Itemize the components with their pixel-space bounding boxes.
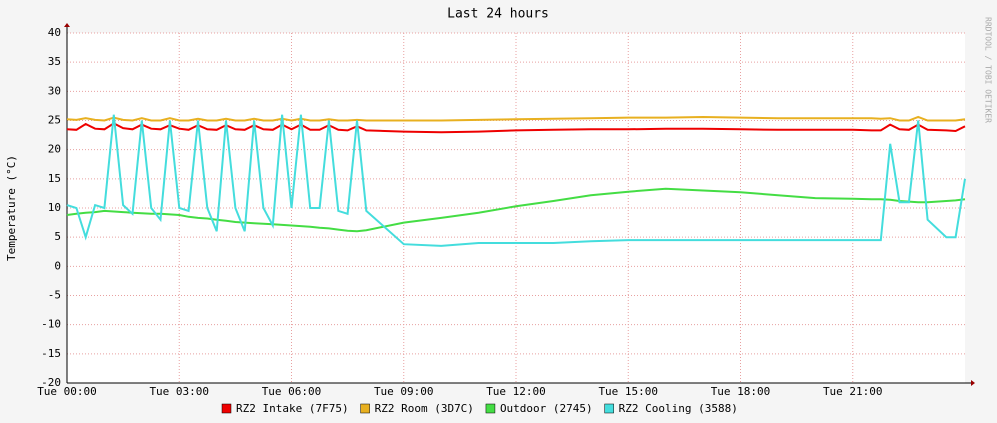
y-tick-label: -5 [48, 289, 61, 302]
y-tick-label: 30 [48, 84, 61, 97]
y-tick-label: 20 [48, 143, 61, 156]
y-tick-label: 0 [54, 259, 61, 272]
series-line [66, 115, 966, 122]
legend-label: Outdoor (2745) [500, 402, 593, 415]
legend-label: RZ2 Room (3D7C) [375, 402, 474, 415]
y-tick-label: -20 [41, 376, 61, 389]
x-tick-label: Tue 00:00 [37, 385, 97, 398]
chart-title: Last 24 hours [447, 7, 549, 22]
y-tick-label: -10 [41, 318, 61, 331]
legend-swatch [221, 403, 232, 414]
y-axis-label: Temperature (°C) [5, 155, 18, 261]
y-tick-label: 35 [48, 55, 61, 68]
series-line [66, 114, 966, 247]
y-tick-label: 25 [48, 114, 61, 127]
y-tick-label: 10 [48, 201, 61, 214]
legend-label: RZ2 Cooling (3588) [619, 402, 738, 415]
axis-arrow [971, 380, 975, 386]
x-tick-label: Tue 15:00 [598, 385, 658, 398]
series-line [66, 122, 966, 134]
x-tick-label: Tue 03:00 [149, 385, 209, 398]
y-tick-label: 5 [54, 230, 61, 243]
y-tick-label: -15 [41, 347, 61, 360]
y-tick-label: 15 [48, 172, 61, 185]
y-tick-label: 40 [48, 26, 61, 39]
series-line [66, 187, 966, 233]
legend-swatch [485, 403, 496, 414]
legend-swatch [604, 403, 614, 414]
watermark: RRDTOOL / TOBI OETIKER [984, 17, 993, 123]
legend-label: RZ2 Intake (7F75) [236, 402, 349, 415]
x-tick-label: Tue 21:00 [823, 385, 883, 398]
x-tick-label: Tue 18:00 [711, 385, 771, 398]
legend-swatch [360, 403, 370, 414]
x-tick-label: Tue 12:00 [486, 385, 546, 398]
x-tick-label: Tue 09:00 [374, 385, 434, 398]
axis-arrow [64, 23, 70, 27]
x-tick-label: Tue 06:00 [262, 385, 322, 398]
